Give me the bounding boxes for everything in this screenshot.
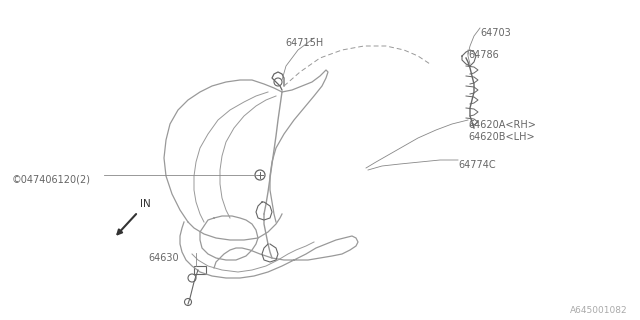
Text: IN: IN [140,199,151,209]
Text: 64630: 64630 [148,253,179,263]
Text: A645001082: A645001082 [570,306,628,315]
Text: 64786: 64786 [468,50,499,60]
Text: 64703: 64703 [480,28,511,38]
Text: 64620A<RH>: 64620A<RH> [468,120,536,130]
Bar [194,266,206,274]
Text: 64715H: 64715H [285,38,323,48]
Text: ©047406120(2): ©047406120(2) [12,175,91,185]
Text: 64774C: 64774C [458,160,495,170]
Text: 64620B<LH>: 64620B<LH> [468,132,534,142]
